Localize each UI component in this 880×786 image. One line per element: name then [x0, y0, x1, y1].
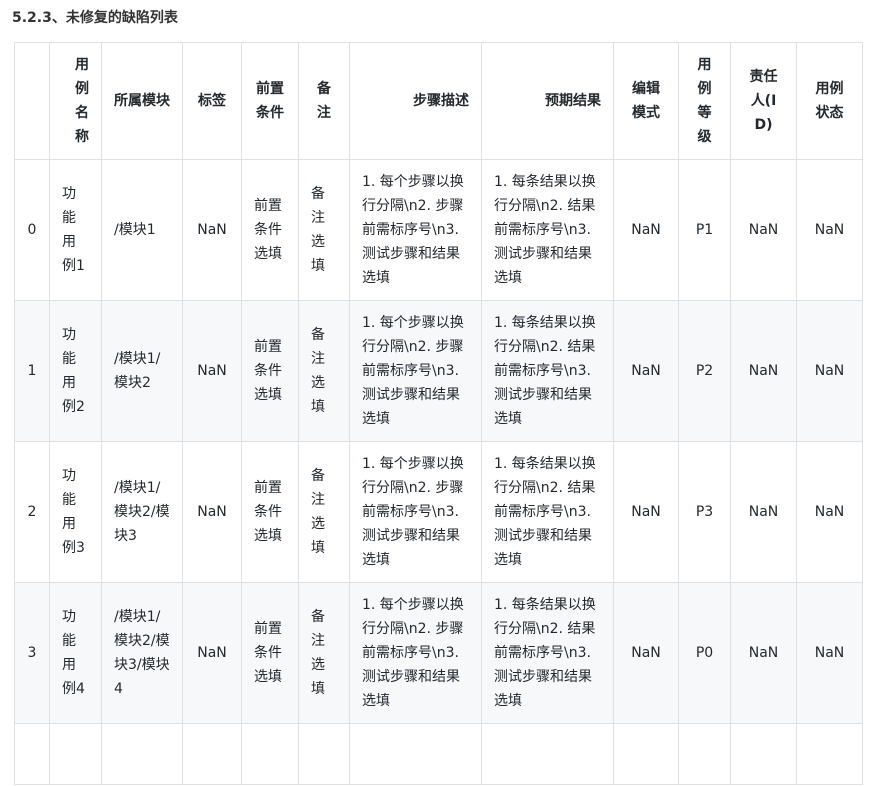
- table-cell: NaN: [182, 159, 242, 301]
- table-cell: 备注选填: [298, 441, 350, 583]
- table-row: 2 功能用例3/模块1/模块2/模块3 NaN 前置条件选填 备注选填 1. 每个步骤以换…: [14, 441, 863, 583]
- table-cell: 1. 每个步骤以换行分隔\n2. 步骤前需标序号\n3. 测试步骤和结果选填: [349, 159, 482, 301]
- table-cell: [182, 723, 242, 785]
- table-cell: 2: [14, 441, 50, 583]
- table-cell: 1. 每个步骤以换行分隔\n2. 步骤前需标序号\n3. 测试步骤和结果选填: [349, 300, 482, 442]
- table-cell: 前置条件选填: [241, 300, 299, 442]
- table-cell: NaN: [613, 300, 679, 442]
- table-cell: 功能用例3: [49, 441, 102, 583]
- column-header[interactable]: 用例状态: [796, 42, 863, 160]
- table-cell: [101, 723, 183, 785]
- table-cell: NaN: [613, 582, 679, 724]
- table-row: 1 功能用例2/模块1/模块2 NaN 前置条件选填 备注选填 1. 每个步骤以换行分隔\…: [14, 300, 863, 442]
- column-header[interactable]: 责任人(ID): [730, 42, 797, 160]
- table-cell: NaN: [730, 159, 797, 301]
- table-cell: P2: [678, 300, 731, 442]
- table-cell: [349, 723, 482, 785]
- table-cell: P0: [678, 582, 731, 724]
- table-cell: 功能用例1: [49, 159, 102, 301]
- table-cell: 1. 每条结果以换行分隔\n2. 结果前需标序号\n3. 测试步骤和结果选填: [481, 159, 614, 301]
- table-cell: NaN: [796, 159, 863, 301]
- table-cell: 1. 每条结果以换行分隔\n2. 结果前需标序号\n3. 测试步骤和结果选填: [481, 300, 614, 442]
- column-header[interactable]: 步骤描述: [349, 42, 482, 160]
- table-cell: 1. 每个步骤以换行分隔\n2. 步骤前需标序号\n3. 测试步骤和结果选填: [349, 582, 482, 724]
- table-cell: NaN: [796, 300, 863, 442]
- table-cell: /模块1/模块2: [101, 300, 183, 442]
- table-cell: [613, 723, 679, 785]
- table-cell: [241, 723, 299, 785]
- table-cell: [14, 723, 50, 785]
- table-cell: 前置条件选填: [241, 159, 299, 301]
- table-cell: NaN: [730, 441, 797, 583]
- defect-table: 用例名称 所属模块 标签 前置条件 备注 步骤描述 预期结果 编辑模式 用例等级 责任人(ID) 用…: [14, 42, 863, 785]
- table-row: 3 功能用例4/模块1/模块2/模块3/模块4 NaN 前置条件选填 备注选填 1. 每个…: [14, 582, 863, 724]
- header-row: 用例名称 所属模块 标签 前置条件 备注 步骤描述 预期结果 编辑模式 用例等级 责任人(ID) 用…: [14, 42, 863, 160]
- table-row: 0 功能用例1/模块1 NaN 前置条件选填 备注选填 1. 每个步骤以换行分隔\n2. …: [14, 159, 863, 301]
- table-cell: [678, 723, 731, 785]
- table-cell: P1: [678, 159, 731, 301]
- table-cell: 功能用例2: [49, 300, 102, 442]
- table-row: [14, 723, 863, 785]
- table-cell: 3: [14, 582, 50, 724]
- table-cell: NaN: [182, 441, 242, 583]
- column-header[interactable]: 标签: [182, 42, 242, 160]
- table-cell: NaN: [796, 441, 863, 583]
- table-cell: 备注选填: [298, 159, 350, 301]
- table-cell: NaN: [730, 300, 797, 442]
- table-cell: 1. 每个步骤以换行分隔\n2. 步骤前需标序号\n3. 测试步骤和结果选填: [349, 441, 482, 583]
- table-cell: 前置条件选填: [241, 441, 299, 583]
- column-header[interactable]: 用例名称: [49, 42, 102, 160]
- column-header[interactable]: 所属模块: [101, 42, 183, 160]
- table-cell: 0: [14, 159, 50, 301]
- table-cell: /模块1/模块2/模块3: [101, 441, 183, 583]
- table-cell: [730, 723, 797, 785]
- column-header[interactable]: 前置条件: [241, 42, 299, 160]
- column-header[interactable]: 用例等级: [678, 42, 731, 160]
- table-cell: [49, 723, 102, 785]
- table-cell: [481, 723, 614, 785]
- table-cell: [796, 723, 863, 785]
- table-cell: NaN: [730, 582, 797, 724]
- table-cell: 1. 每条结果以换行分隔\n2. 结果前需标序号\n3. 测试步骤和结果选填: [481, 582, 614, 724]
- section-title: 5.2.3、未修复的缺陷列表: [12, 10, 178, 26]
- table-cell: /模块1/模块2/模块3/模块4: [101, 582, 183, 724]
- column-header[interactable]: 备注: [298, 42, 350, 160]
- column-header[interactable]: [14, 42, 50, 160]
- table-cell: [298, 723, 350, 785]
- table-cell: 备注选填: [298, 582, 350, 724]
- table-cell: NaN: [182, 300, 242, 442]
- table-cell: NaN: [796, 582, 863, 724]
- table-cell: 功能用例4: [49, 582, 102, 724]
- column-header[interactable]: 编辑模式: [613, 42, 679, 160]
- table-cell: 前置条件选填: [241, 582, 299, 724]
- table-cell: 1: [14, 300, 50, 442]
- table-cell: P3: [678, 441, 731, 583]
- table-cell: 备注选填: [298, 300, 350, 442]
- table-cell: NaN: [182, 582, 242, 724]
- table-cell: /模块1: [101, 159, 183, 301]
- table-cell: NaN: [613, 441, 679, 583]
- table-cell: NaN: [613, 159, 679, 301]
- column-header[interactable]: 预期结果: [481, 42, 614, 160]
- table-cell: 1. 每条结果以换行分隔\n2. 结果前需标序号\n3. 测试步骤和结果选填: [481, 441, 614, 583]
